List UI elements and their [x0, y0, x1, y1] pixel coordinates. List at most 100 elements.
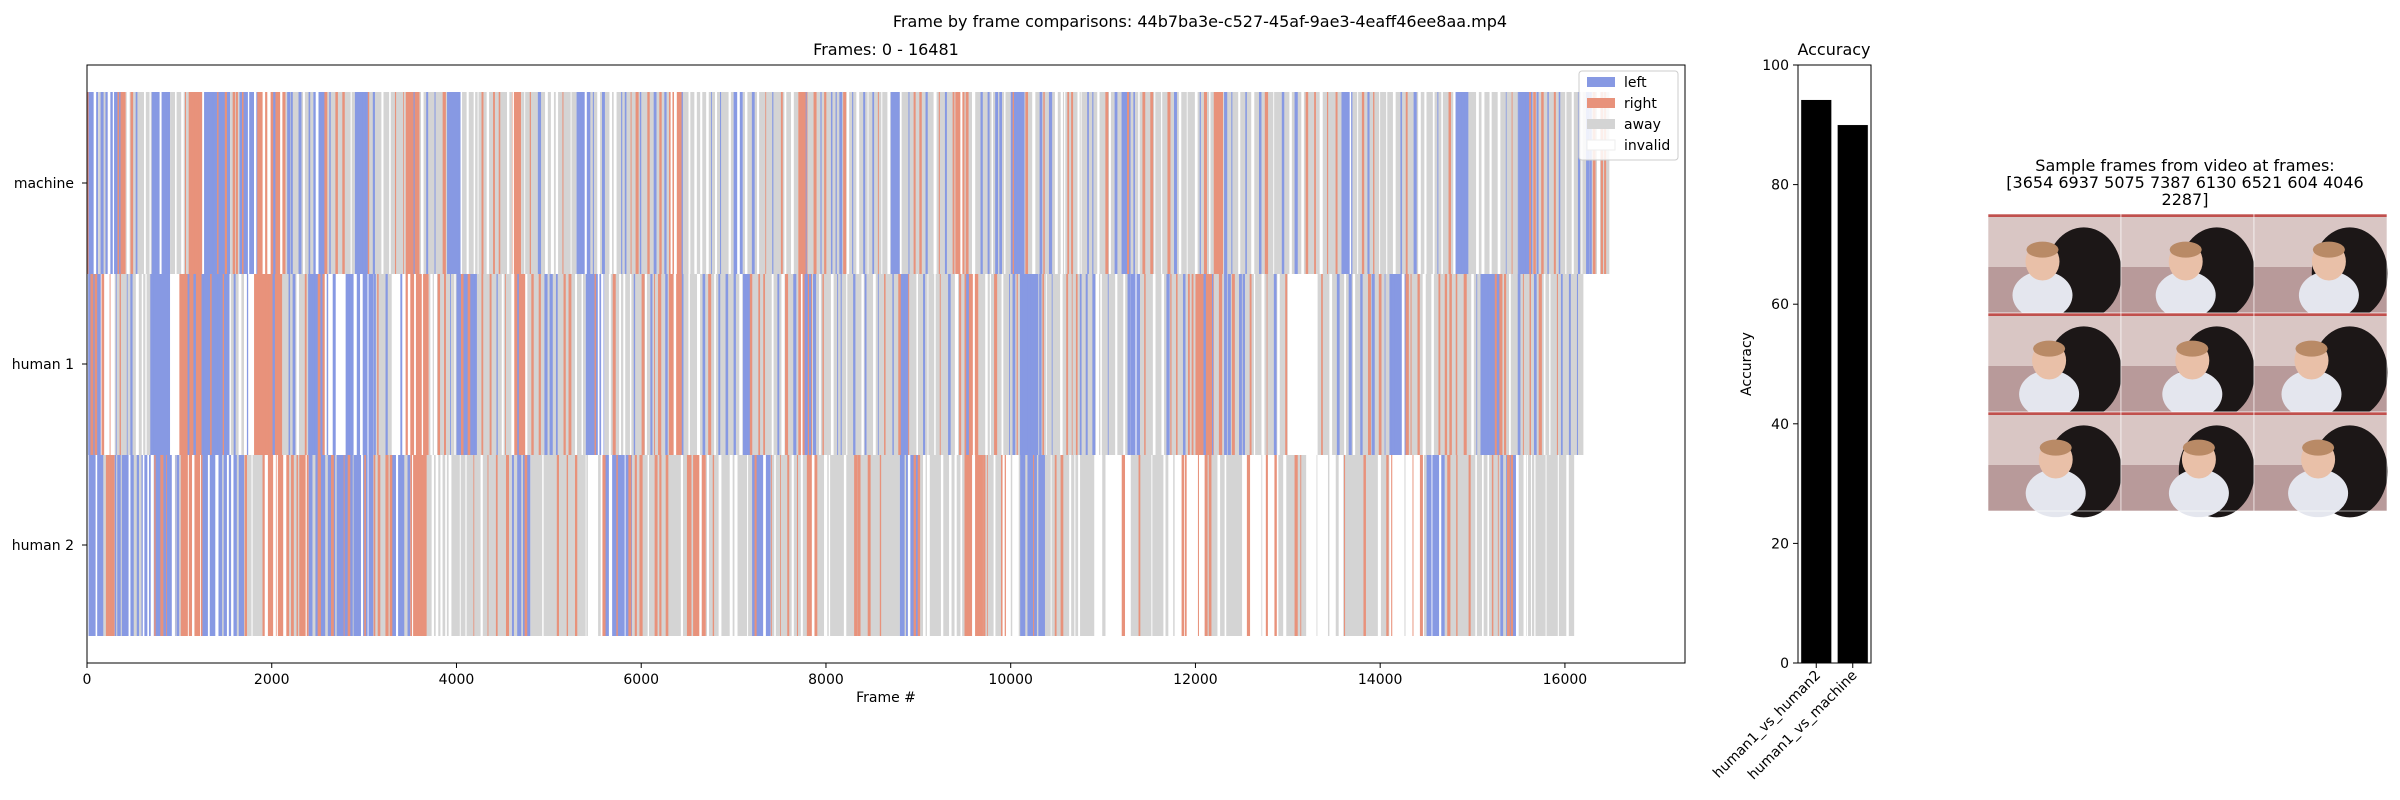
legend-label-away: away: [1624, 117, 1661, 133]
segment-invalid: [1439, 455, 1442, 636]
segment-invalid: [954, 455, 957, 636]
segment-left: [1121, 92, 1131, 274]
segment-left: [217, 274, 220, 455]
segment-right: [917, 455, 921, 636]
segment-away: [835, 455, 838, 636]
segment-away: [887, 455, 891, 636]
segment-left: [1371, 274, 1375, 455]
segment-left: [1107, 274, 1109, 455]
segment-away: [373, 455, 392, 636]
segment-left: [1227, 274, 1231, 455]
segment-right: [196, 92, 199, 274]
segment-invalid: [1596, 92, 1601, 274]
segment-right: [493, 92, 495, 274]
segment-right: [1335, 92, 1338, 274]
segment-invalid: [916, 274, 918, 455]
segment-left: [1048, 92, 1053, 274]
segment-left: [1224, 274, 1227, 455]
segment-right: [498, 92, 501, 274]
segment-left: [1517, 92, 1519, 274]
sample-frame-thumbnail: [2253, 213, 2388, 320]
segment-invalid: [1060, 274, 1063, 455]
segment-left: [1437, 92, 1439, 274]
segment-invalid: [430, 274, 433, 455]
segment-right: [1127, 92, 1130, 274]
segment-right: [635, 92, 639, 274]
legend-swatch-away: [1587, 119, 1615, 129]
segment-invalid: [624, 455, 626, 636]
segment-right: [1121, 455, 1126, 636]
segment-invalid: [1424, 92, 1427, 274]
segment-left: [999, 92, 1003, 274]
legend-swatch-right: [1587, 98, 1615, 108]
segment-invalid: [824, 455, 828, 636]
segment-invalid: [200, 455, 201, 636]
segment-invalid: [175, 92, 177, 274]
segment-right: [857, 455, 861, 636]
segment-right: [612, 274, 616, 455]
segment-left: [1536, 92, 1539, 274]
segment-right: [241, 92, 244, 274]
segment-away: [1018, 455, 1021, 636]
segment-away: [293, 455, 297, 636]
segment-invalid: [207, 455, 210, 636]
segment-left: [1343, 92, 1353, 274]
segment-left: [890, 92, 900, 274]
segment-away: [864, 455, 866, 636]
segment-away: [404, 455, 408, 636]
segment-left: [354, 92, 369, 274]
segment-right: [1497, 455, 1499, 636]
segment-invalid: [1097, 92, 1100, 274]
segment-invalid: [238, 274, 242, 455]
segment-right: [437, 274, 441, 455]
segment-right: [515, 92, 518, 274]
timeline-x-tick-label: 0: [83, 672, 92, 688]
segment-away: [1467, 92, 1519, 274]
segment-invalid: [949, 455, 952, 636]
segment-invalid: [1386, 92, 1388, 274]
segment-right: [654, 274, 656, 455]
segment-away: [1166, 455, 1169, 636]
segment-left: [434, 92, 436, 274]
segment-right: [182, 274, 186, 455]
segment-left: [793, 274, 797, 455]
segment-invalid: [229, 274, 231, 455]
segment-invalid: [784, 92, 787, 274]
segment-left: [664, 92, 667, 274]
segment-invalid: [244, 274, 254, 455]
segment-right: [481, 92, 484, 274]
segment-left: [1133, 92, 1135, 274]
segment-left: [391, 455, 411, 636]
timeline-legend: left right away invalid: [1578, 70, 1679, 161]
segment-left: [1576, 274, 1578, 455]
segment-left: [1273, 274, 1277, 455]
segment-away: [1091, 455, 1095, 636]
segment-invalid: [1077, 92, 1080, 274]
segment-right: [708, 274, 712, 455]
segment-right: [796, 455, 799, 636]
timeline-x-tick-label: 4000: [439, 672, 475, 688]
segment-left: [544, 274, 548, 455]
accuracy-y-label: Accuracy: [1739, 332, 1755, 396]
segment-left: [158, 274, 160, 455]
sample-frames-panel: Sample frames from video at frames: [365…: [1987, 156, 2388, 518]
segment-left: [577, 92, 581, 274]
accuracy-y-tick-label: 100: [1762, 58, 1789, 74]
segment-invalid: [147, 455, 150, 636]
segment-invalid: [126, 92, 130, 274]
segment-right: [994, 274, 998, 455]
segment-left: [944, 92, 947, 274]
segment-invalid: [395, 455, 399, 636]
segment-right: [1265, 455, 1268, 636]
segment-right: [955, 92, 965, 274]
segment-away: [848, 455, 851, 636]
segment-right: [373, 455, 376, 636]
segment-right: [686, 455, 689, 636]
segment-away: [1335, 455, 1339, 636]
segment-right: [1060, 455, 1064, 636]
accuracy-y-tick-label: 60: [1771, 297, 1789, 313]
segment-left: [372, 92, 375, 274]
segment-away: [1130, 455, 1168, 636]
segment-invalid: [674, 92, 677, 274]
sample-title-line-1: Sample frames from video at frames:: [2035, 156, 2334, 175]
